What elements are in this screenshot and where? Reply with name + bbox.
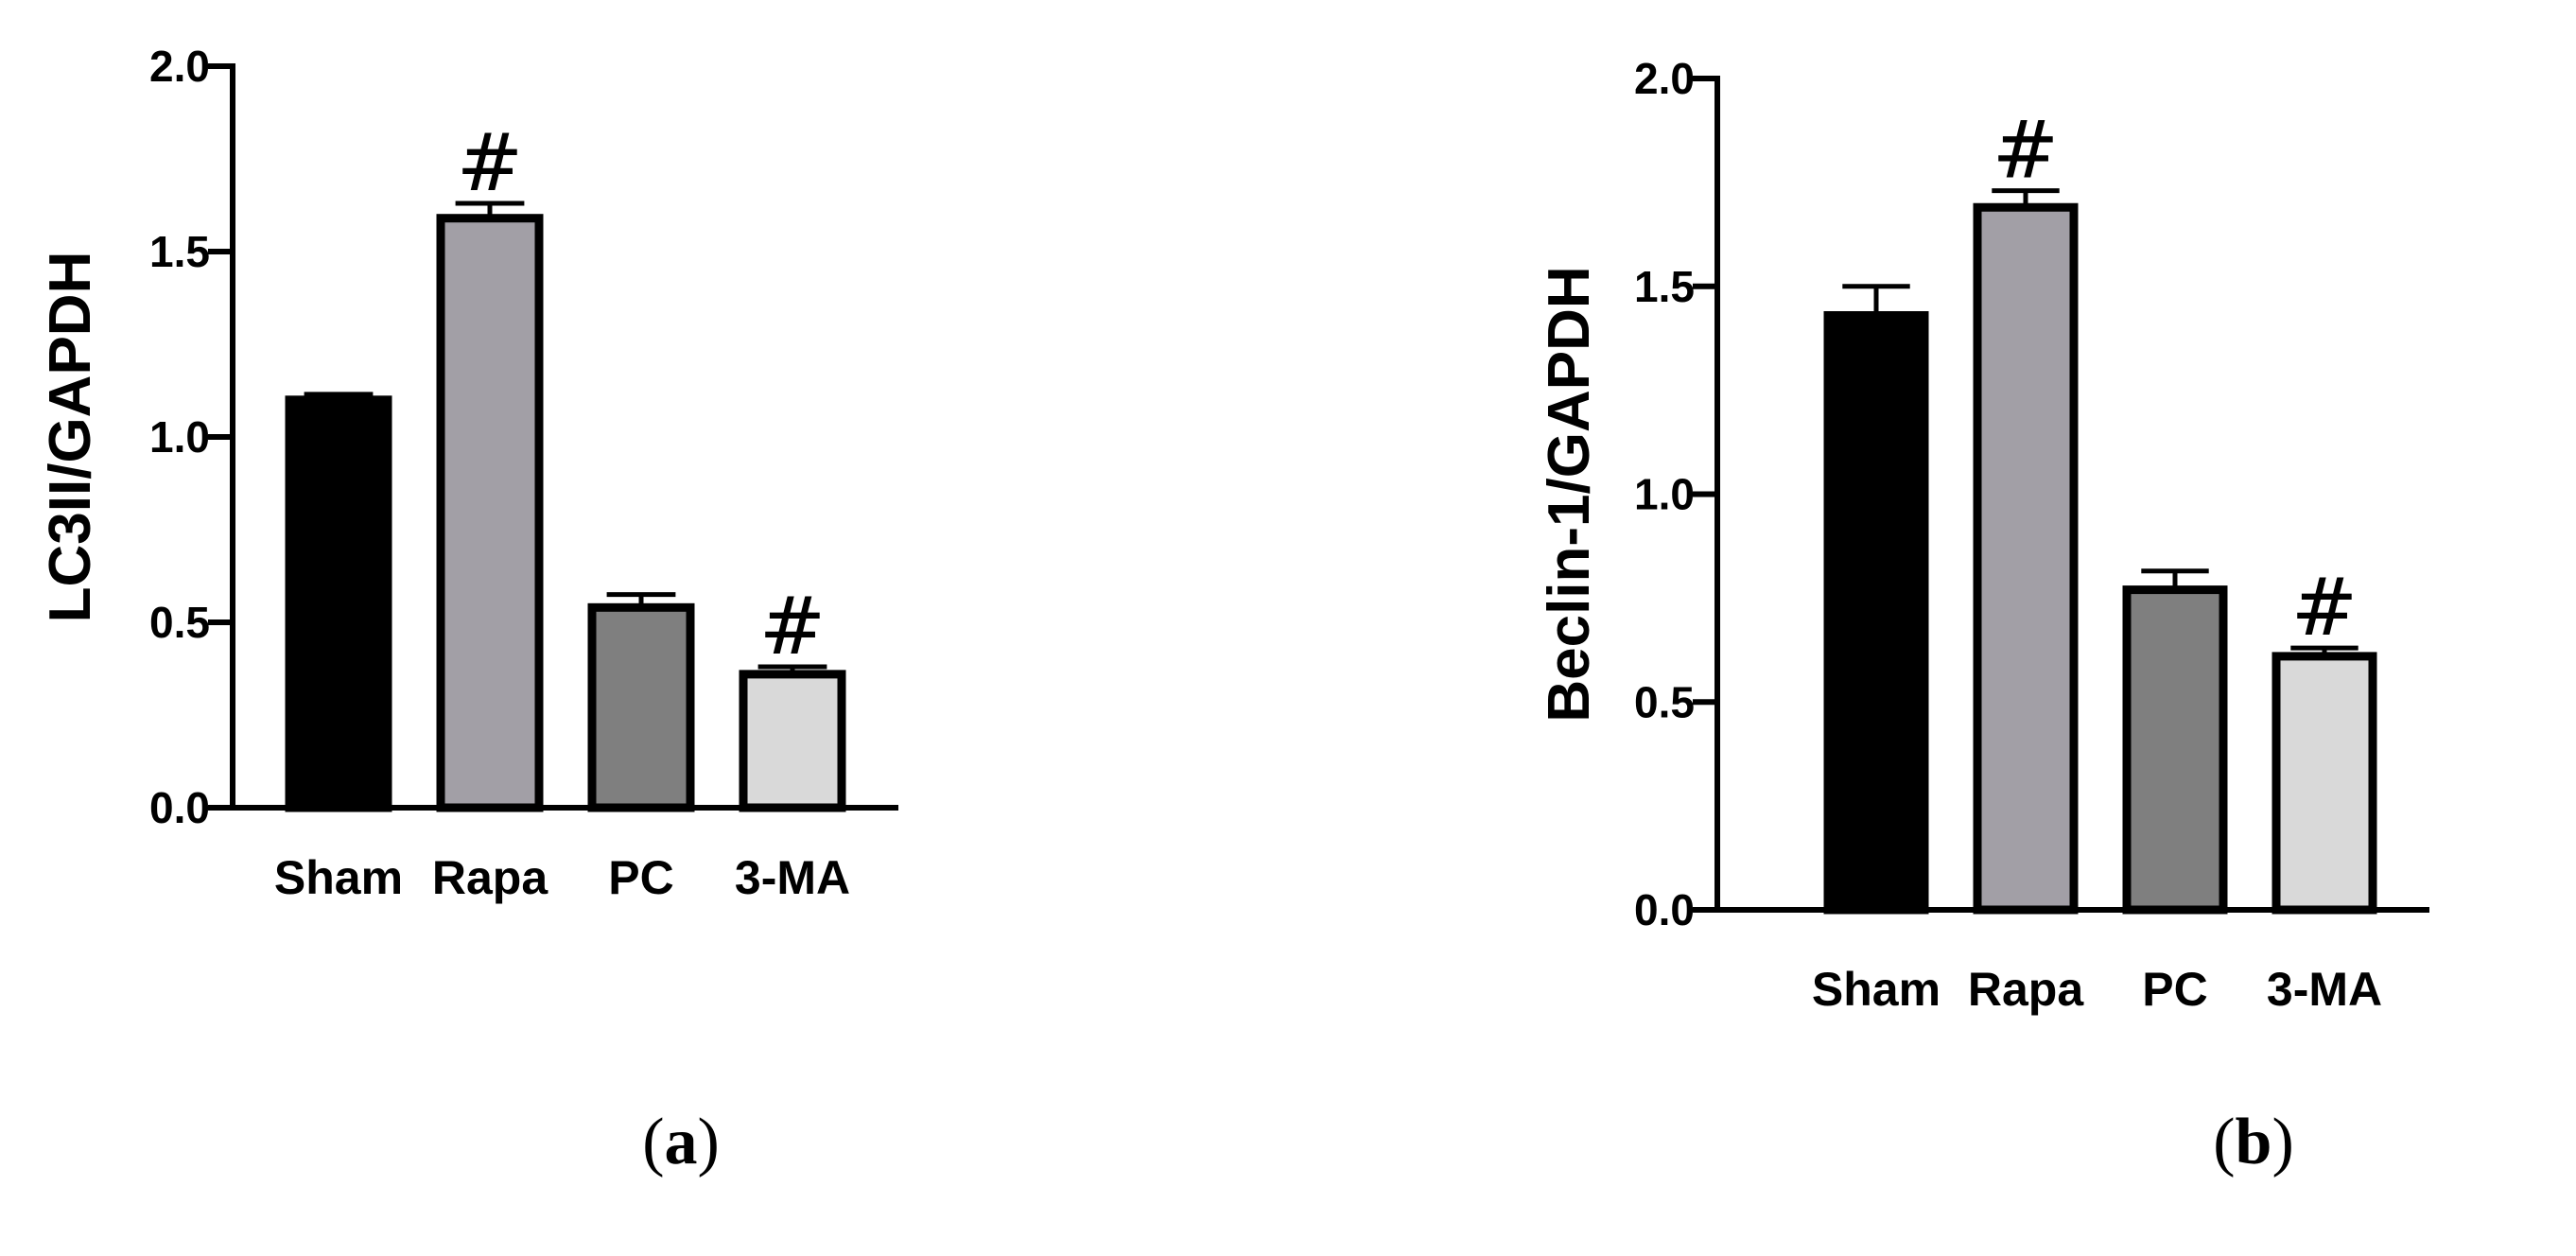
y-tick-label: 0.5 <box>1634 677 1695 726</box>
y-axis-label: Beclin-1/GAPDH <box>1537 266 1602 722</box>
y-axis-label: LC3II/GAPDH <box>38 252 103 623</box>
x-tick-label: 3-MA <box>2267 963 2382 1016</box>
x-tick-label: Rapa <box>432 851 548 904</box>
x-tick-label: Sham <box>274 851 403 904</box>
bar-sham <box>285 395 392 812</box>
significance-mark: # <box>2291 561 2358 654</box>
y-tick-label: 0.0 <box>149 783 210 832</box>
x-tick-label: Rapa <box>1968 963 2084 1016</box>
bar-3-ma <box>739 670 846 812</box>
significance-mark: # <box>759 580 826 672</box>
x-tick-label: 3-MA <box>735 851 850 904</box>
significance-mark: # <box>1993 104 2059 197</box>
y-tick-label: 0.5 <box>149 598 210 647</box>
y-tick-label: 1.5 <box>149 227 210 276</box>
chart-panel-b: 0.0 0.5 1.0 1.5 2.0 Beclin-1/GAPDH Sham # Rapa PC… <box>1537 54 2429 1178</box>
panel-label: (a) <box>642 1106 720 1178</box>
x-tick-label: Sham <box>1812 963 1941 1016</box>
y-tick-label: 0.0 <box>1634 885 1695 934</box>
y-tick-label: 2.0 <box>1634 54 1695 103</box>
bar-pc <box>587 602 695 812</box>
bar-rapa <box>1973 202 2079 915</box>
bar-sham <box>1823 311 1929 915</box>
chart-panel-a: 0.0 0.5 1.0 1.5 2.0 LC3II/GAPDH Sham # Rapa PC #3-… <box>38 42 898 1178</box>
y-tick-label: 1.0 <box>1634 470 1695 519</box>
y-tick-label: 1.5 <box>1634 262 1695 311</box>
x-tick-label: PC <box>608 851 673 904</box>
panel-label: (b) <box>2213 1106 2294 1178</box>
bar-pc <box>2122 585 2228 915</box>
significance-mark: # <box>457 116 523 209</box>
bar-rapa <box>436 214 544 812</box>
y-tick-label: 2.0 <box>149 42 210 91</box>
y-tick-label: 1.0 <box>149 412 210 462</box>
x-tick-label: PC <box>2142 963 2207 1016</box>
bar-3-ma <box>2271 652 2377 915</box>
